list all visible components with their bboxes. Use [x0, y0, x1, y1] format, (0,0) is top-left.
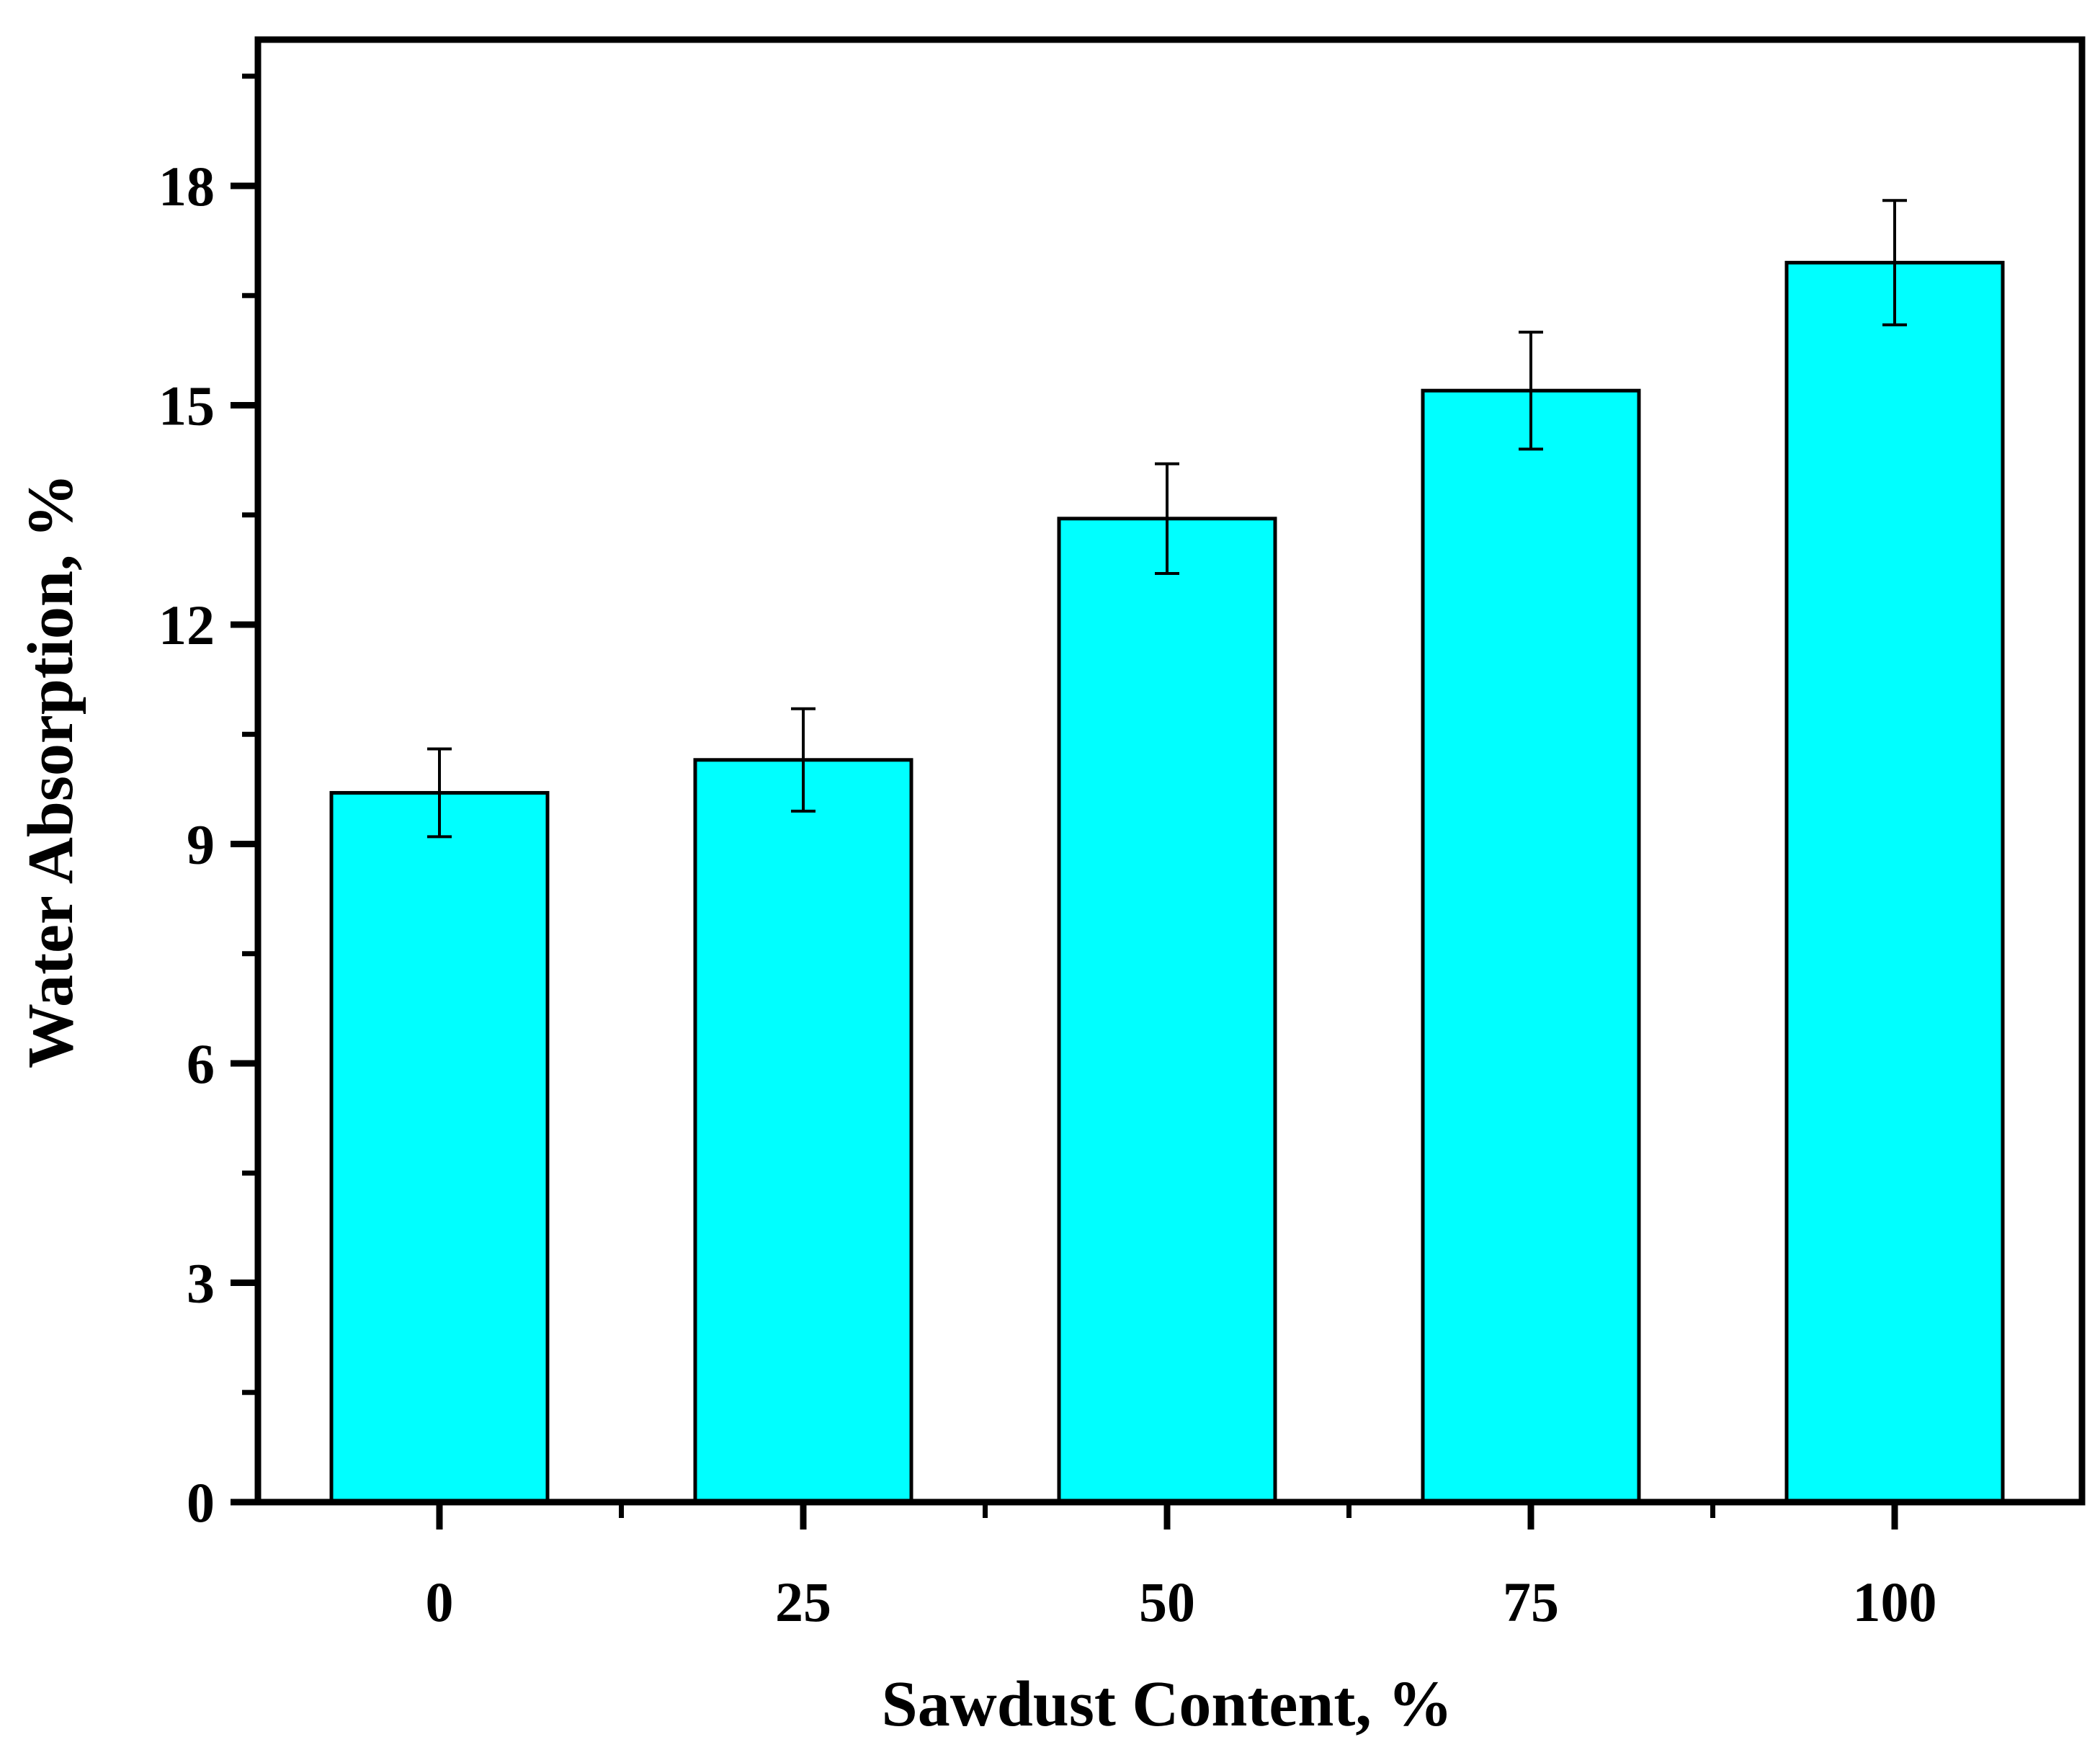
x-tick-label-50: 50 — [1139, 1571, 1195, 1633]
x-tick-label-75: 75 — [1503, 1571, 1559, 1633]
error-bars-layer — [427, 199, 1907, 839]
y-tick-label-3: 3 — [187, 1252, 215, 1315]
error-bar-50 — [1155, 462, 1179, 575]
error-bar-0 — [427, 747, 452, 839]
x-tick-label-100: 100 — [1853, 1571, 1937, 1633]
y-tick-label-0: 0 — [187, 1471, 215, 1534]
bar-0 — [329, 790, 550, 1504]
error-bar-75 — [1519, 331, 1543, 451]
bar-100 — [1784, 261, 2005, 1504]
bar-50 — [1057, 517, 1277, 1504]
y-tick-label-6: 6 — [187, 1032, 215, 1095]
bar-75 — [1421, 388, 1641, 1504]
x-tick-label-25: 25 — [775, 1571, 831, 1633]
y-axis-ticks: 0 3 6 9 12 15 18 — [158, 73, 258, 1534]
error-bar-100 — [1882, 199, 1907, 326]
x-tick-label-0: 0 — [426, 1571, 454, 1633]
bar-25 — [693, 758, 913, 1504]
bars-layer — [329, 261, 2005, 1504]
error-bar-25 — [791, 707, 816, 813]
x-axis-ticks: 0 25 50 75 100 — [426, 1502, 1937, 1633]
y-tick-label-18: 18 — [158, 155, 215, 218]
y-tick-label-12: 12 — [158, 594, 215, 656]
y-axis-title: Water Absorption, % — [15, 473, 86, 1068]
x-axis-title: Sawdust Content, % — [882, 1669, 1453, 1740]
y-tick-label-9: 9 — [187, 813, 215, 876]
y-tick-label-15: 15 — [158, 375, 215, 437]
